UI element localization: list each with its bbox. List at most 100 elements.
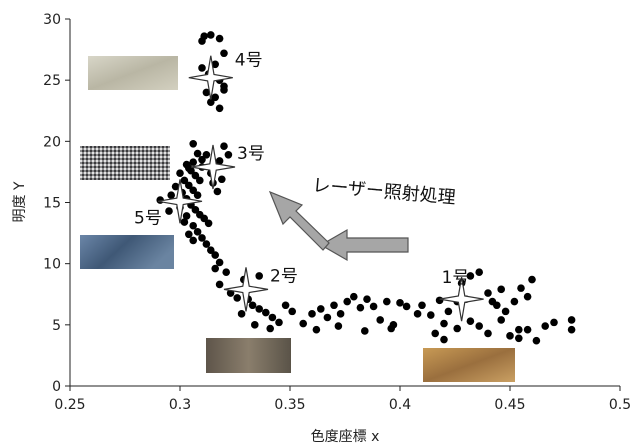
data-point <box>523 325 532 334</box>
data-point <box>369 302 378 311</box>
data-point <box>308 310 316 318</box>
data-point <box>396 299 404 307</box>
data-point <box>475 322 484 330</box>
data-point <box>198 155 206 164</box>
data-point <box>541 322 549 330</box>
data-point <box>202 240 211 248</box>
data-point <box>215 157 224 165</box>
star-marker <box>190 144 236 190</box>
data-point <box>211 93 219 102</box>
data-point <box>413 310 422 318</box>
data-point <box>215 34 224 43</box>
data-point <box>224 150 233 159</box>
data-point <box>191 171 200 180</box>
data-point <box>180 218 189 226</box>
swatch-5 <box>80 235 174 269</box>
data-point <box>343 297 352 306</box>
data-point <box>233 294 241 302</box>
data-point <box>268 313 277 322</box>
y-tick-label: 15 <box>43 196 61 212</box>
data-point <box>185 164 193 173</box>
marker-label: 5号 <box>134 208 162 228</box>
data-point <box>288 307 297 316</box>
data-point <box>202 150 211 159</box>
data-point <box>528 275 536 284</box>
axis-ticks: 0.25 0.3 0.35 0.4 0.45 0.5 0 5 10 15 20 25 30 <box>43 12 631 413</box>
x-axis-label: 色度座標 x <box>311 428 380 445</box>
data-point <box>334 322 343 330</box>
data-point <box>255 305 263 313</box>
data-point <box>262 308 270 317</box>
data-point <box>387 324 396 333</box>
x-tick-label: 0.45 <box>494 397 525 413</box>
data-point <box>275 318 283 327</box>
data-point <box>361 327 369 335</box>
data-point <box>266 324 275 333</box>
data-point <box>497 316 506 324</box>
x-tick-label: 0.25 <box>54 397 85 413</box>
data-point <box>453 324 462 333</box>
marker-label: 4号 <box>235 51 263 71</box>
data-point <box>220 86 228 94</box>
swatch-1 <box>423 348 515 382</box>
data-point <box>200 214 208 223</box>
data-point <box>255 272 263 280</box>
data-point <box>402 302 411 311</box>
data-point <box>281 301 290 310</box>
y-axis-label: 明度 Y <box>12 181 28 222</box>
data-point <box>220 142 228 151</box>
x-tick-label: 0.4 <box>389 397 411 413</box>
data-point <box>515 325 523 334</box>
data-point <box>176 169 184 177</box>
data-point <box>189 186 197 195</box>
data-point <box>363 295 371 303</box>
data-point <box>501 307 510 316</box>
data-point <box>567 316 576 324</box>
laser-arrow-lower <box>319 228 409 262</box>
data-point <box>435 296 444 305</box>
swatch-2 <box>206 338 291 373</box>
data-point <box>523 292 532 301</box>
data-point <box>383 297 391 306</box>
data-point <box>356 303 365 312</box>
data-point <box>484 289 492 297</box>
data-point <box>185 181 193 190</box>
y-tick-label: 0 <box>52 379 61 395</box>
data-point <box>350 292 358 301</box>
data-point <box>185 230 193 239</box>
data-point <box>191 206 200 214</box>
data-point <box>497 285 506 294</box>
data-point <box>182 212 191 220</box>
arrow-label: レーザー照射処理 <box>312 175 457 208</box>
data-point <box>218 175 226 184</box>
data-point <box>475 268 484 277</box>
star-marker <box>223 267 269 312</box>
data-point <box>215 104 224 113</box>
data-point <box>484 329 492 338</box>
data-point <box>180 176 189 185</box>
data-point <box>202 88 211 97</box>
data-point <box>193 149 202 158</box>
y-tick-label: 30 <box>43 12 61 28</box>
data-point <box>488 297 497 306</box>
data-point <box>510 297 519 306</box>
data-point <box>567 325 576 334</box>
data-point <box>323 313 332 322</box>
swatch-4 <box>88 56 178 90</box>
data-point <box>444 307 453 316</box>
marker-label: 2号 <box>270 266 298 286</box>
data-point <box>312 325 321 334</box>
data-point <box>506 332 514 340</box>
data-point <box>213 187 222 196</box>
data-point <box>204 219 213 228</box>
data-point <box>189 221 197 230</box>
x-tick-label: 0.5 <box>609 397 631 413</box>
data-point <box>532 336 541 345</box>
data-point <box>193 191 202 199</box>
data-point <box>198 64 206 72</box>
data-point <box>196 176 204 185</box>
y-tick-label: 20 <box>43 134 61 150</box>
data-point <box>237 310 246 318</box>
data-point <box>251 321 259 329</box>
